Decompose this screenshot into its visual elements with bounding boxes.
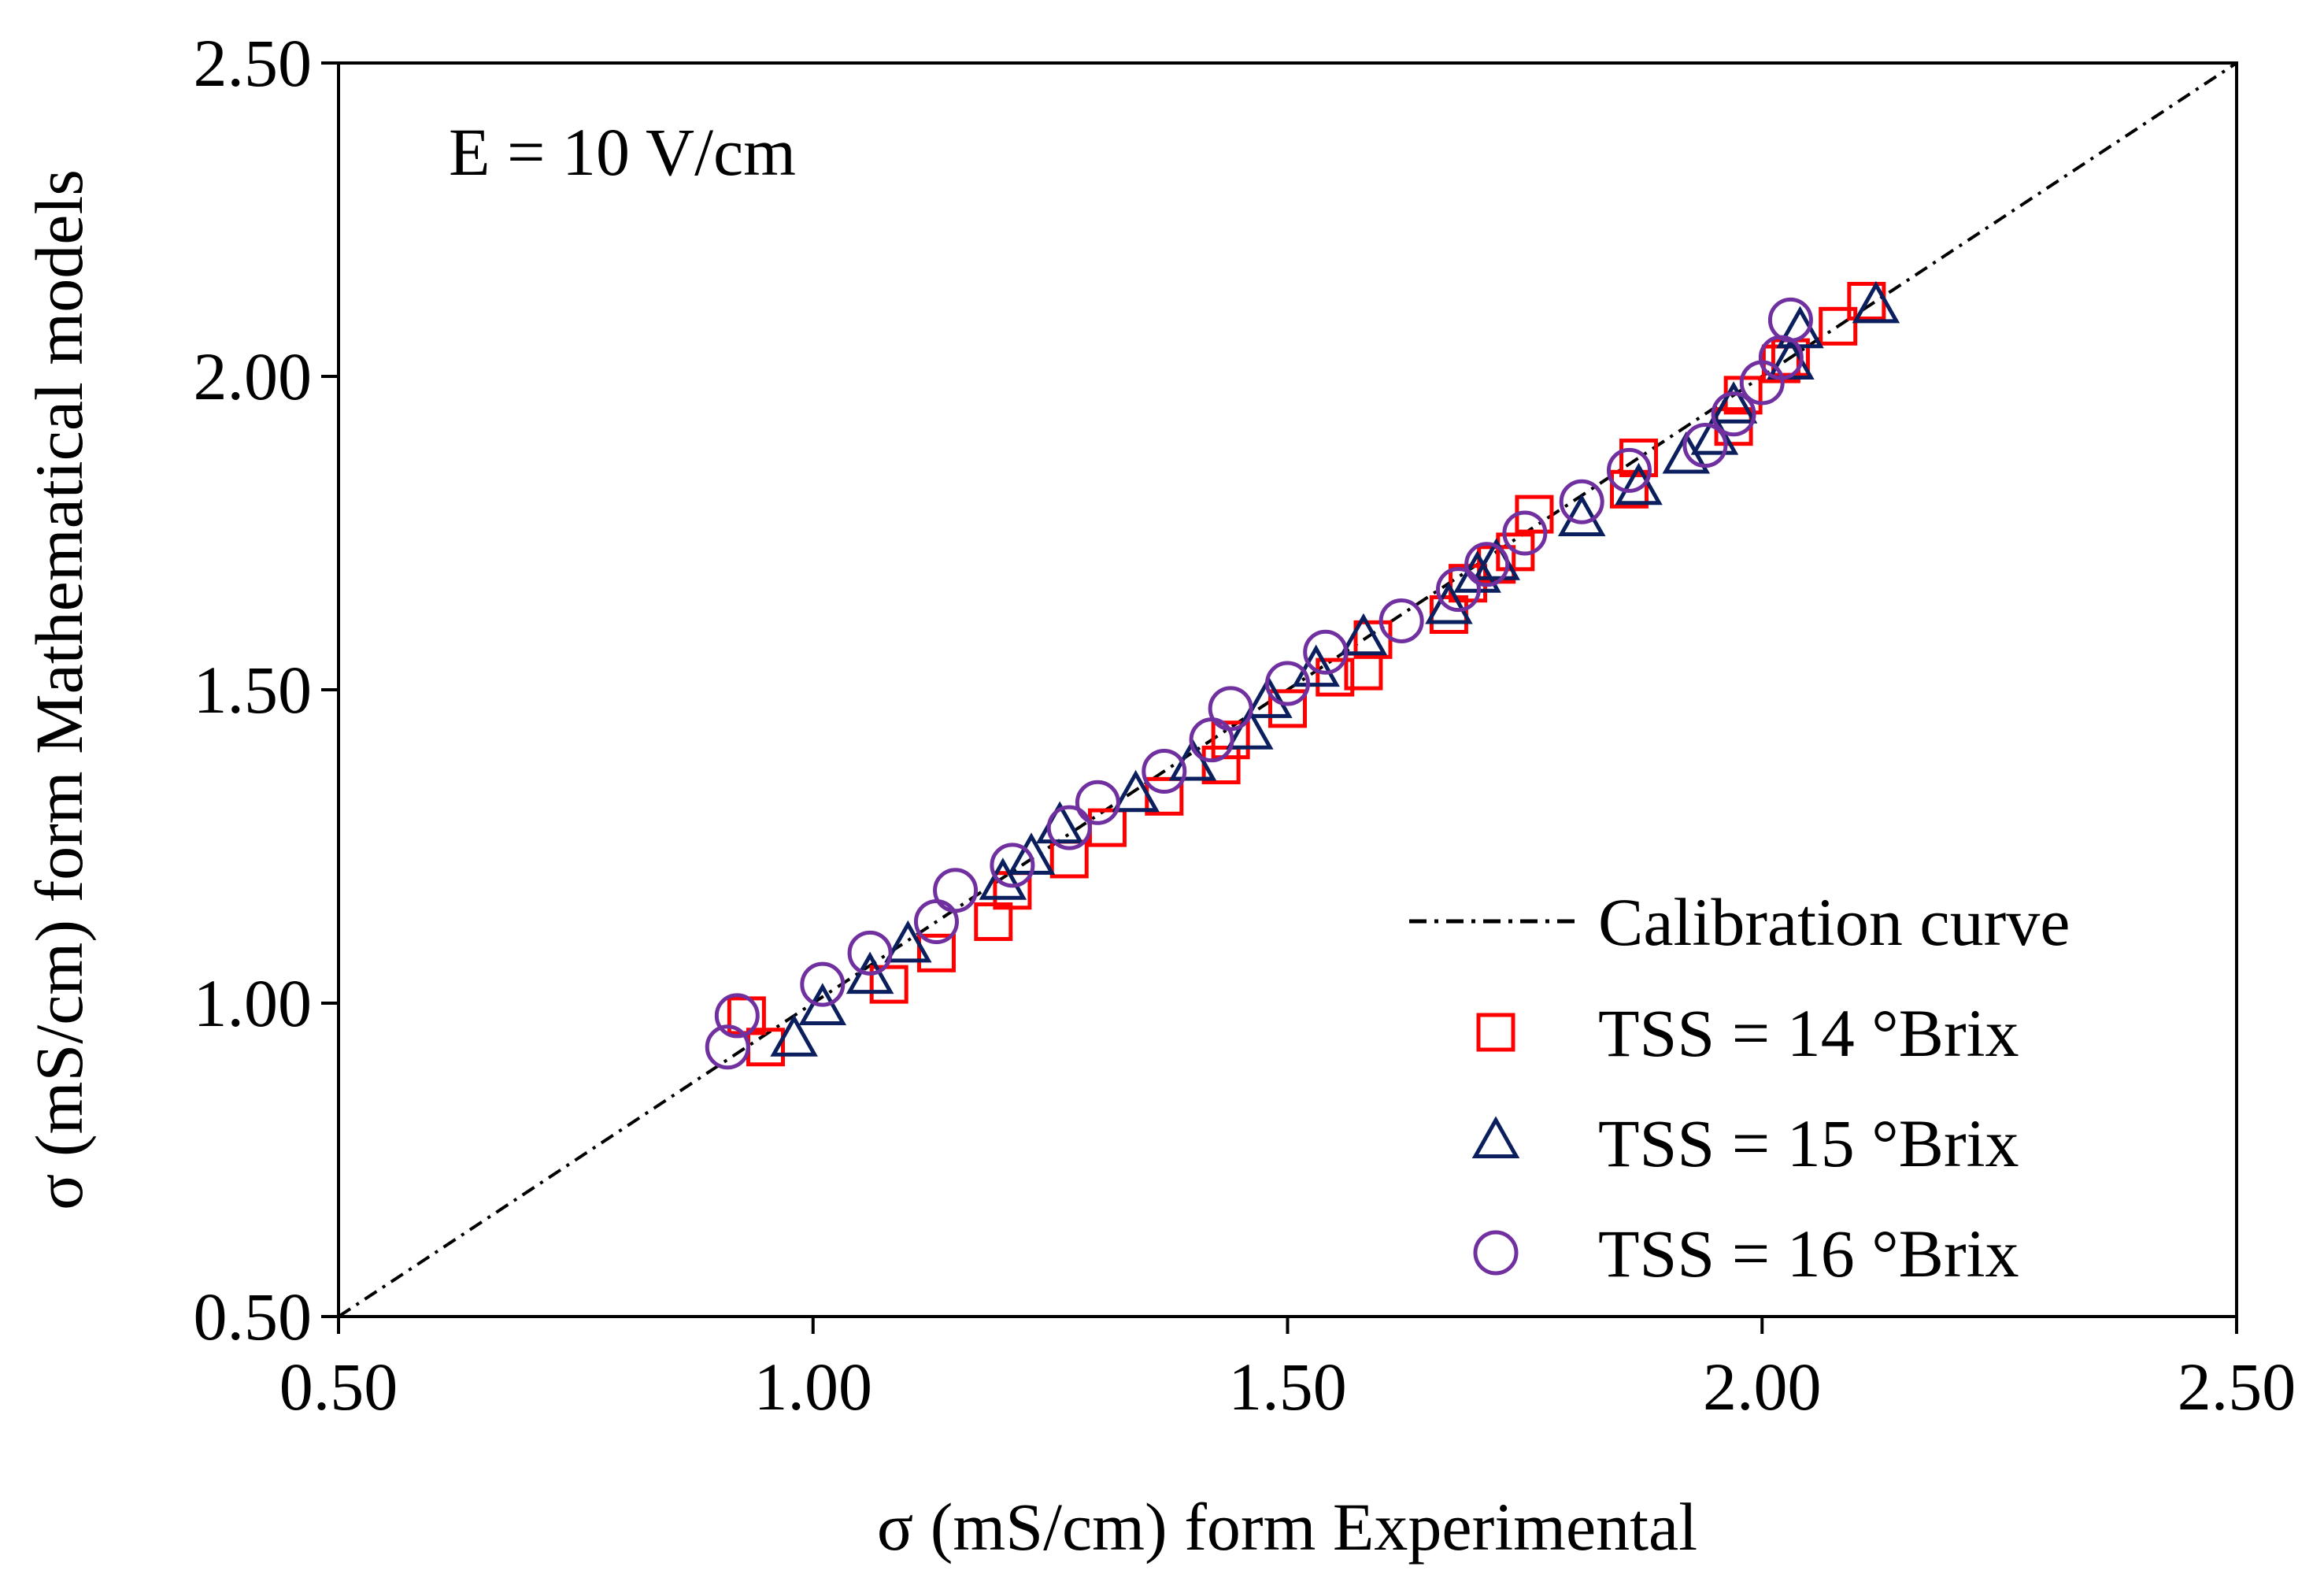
data-point: [770, 1014, 818, 1057]
data-point: [1709, 381, 1758, 424]
data-point: [1619, 438, 1659, 477]
legend-marker-circle: [1473, 1230, 1519, 1276]
data-point: [1615, 462, 1663, 506]
x-tick-label: 2.00: [1703, 1349, 1822, 1424]
x-tick-label: 0.50: [279, 1349, 398, 1424]
data-point: [1378, 598, 1424, 643]
data-point: [1464, 542, 1510, 587]
data-point: [1211, 720, 1250, 760]
field-strength-annotation: E = 10 V/cm: [449, 114, 796, 190]
data-point: [1711, 391, 1756, 437]
y-tick-label: 1.00: [194, 965, 313, 1041]
x-tick-label: 1.00: [754, 1349, 873, 1424]
data-point: [1303, 629, 1349, 675]
data-point: [1852, 280, 1900, 324]
data-point: [916, 933, 956, 972]
legend-marker-triangle: [1471, 1116, 1520, 1158]
data-point: [1502, 510, 1548, 556]
y-tick-label: 2.00: [194, 339, 313, 414]
data-point: [798, 983, 847, 1025]
data-point: [1339, 613, 1388, 656]
data-point: [1819, 306, 1858, 346]
x-axis-title: σ (mS/cm) form Experimental: [877, 1489, 1697, 1565]
data-point: [1435, 567, 1481, 613]
data-point: [1208, 686, 1253, 732]
data-point: [705, 1024, 750, 1070]
data-point: [714, 993, 760, 1039]
data-point: [1225, 707, 1274, 750]
y-axis-title: σ (mS/cm) form Mathematical models: [21, 169, 97, 1210]
y-tick-label: 1.50: [194, 652, 313, 728]
data-point: [1559, 479, 1604, 524]
legend-label-series-1: TSS = 14 °Brix: [1598, 995, 2019, 1071]
x-tick-label: 1.50: [1228, 1349, 1347, 1424]
x-tick-label: 2.50: [2178, 1349, 2296, 1424]
data-point: [1268, 689, 1307, 728]
y-tick-label: 0.50: [194, 1279, 313, 1354]
data-point: [1265, 661, 1310, 706]
y-tick-label: 2.50: [194, 25, 313, 101]
data-point: [1682, 423, 1728, 469]
data-point: [846, 951, 894, 995]
legend: Calibration curve TSS = 14 °Brix TSS = 15…: [1409, 884, 2070, 1291]
legend-marker-square: [1476, 1013, 1515, 1052]
data-point: [1557, 494, 1606, 537]
data-point: [1245, 676, 1293, 718]
data-point: [1606, 447, 1652, 493]
data-point: [933, 868, 979, 913]
data-point: [1767, 297, 1813, 343]
data-point: [1075, 780, 1120, 825]
data-point: [1142, 748, 1187, 794]
data-point: [979, 857, 1027, 900]
legend-label-series-3: TSS = 16 °Brix: [1598, 1216, 2019, 1291]
data-point: [1046, 805, 1092, 850]
data-point: [847, 930, 893, 976]
data-point: [1292, 644, 1340, 687]
data-point: [800, 961, 846, 1007]
legend-label-series-2: TSS = 15 °Brix: [1598, 1106, 2019, 1181]
legend-calibration-label: Calibration curve: [1598, 884, 2070, 960]
data-point: [1316, 657, 1355, 697]
data-point: [1425, 581, 1473, 624]
data-point: [1609, 469, 1649, 509]
data-point: [1112, 769, 1160, 813]
data-point: [869, 965, 909, 1004]
series-3-points: [705, 297, 1813, 1070]
data-point: [990, 843, 1035, 888]
data-point: [884, 920, 932, 963]
